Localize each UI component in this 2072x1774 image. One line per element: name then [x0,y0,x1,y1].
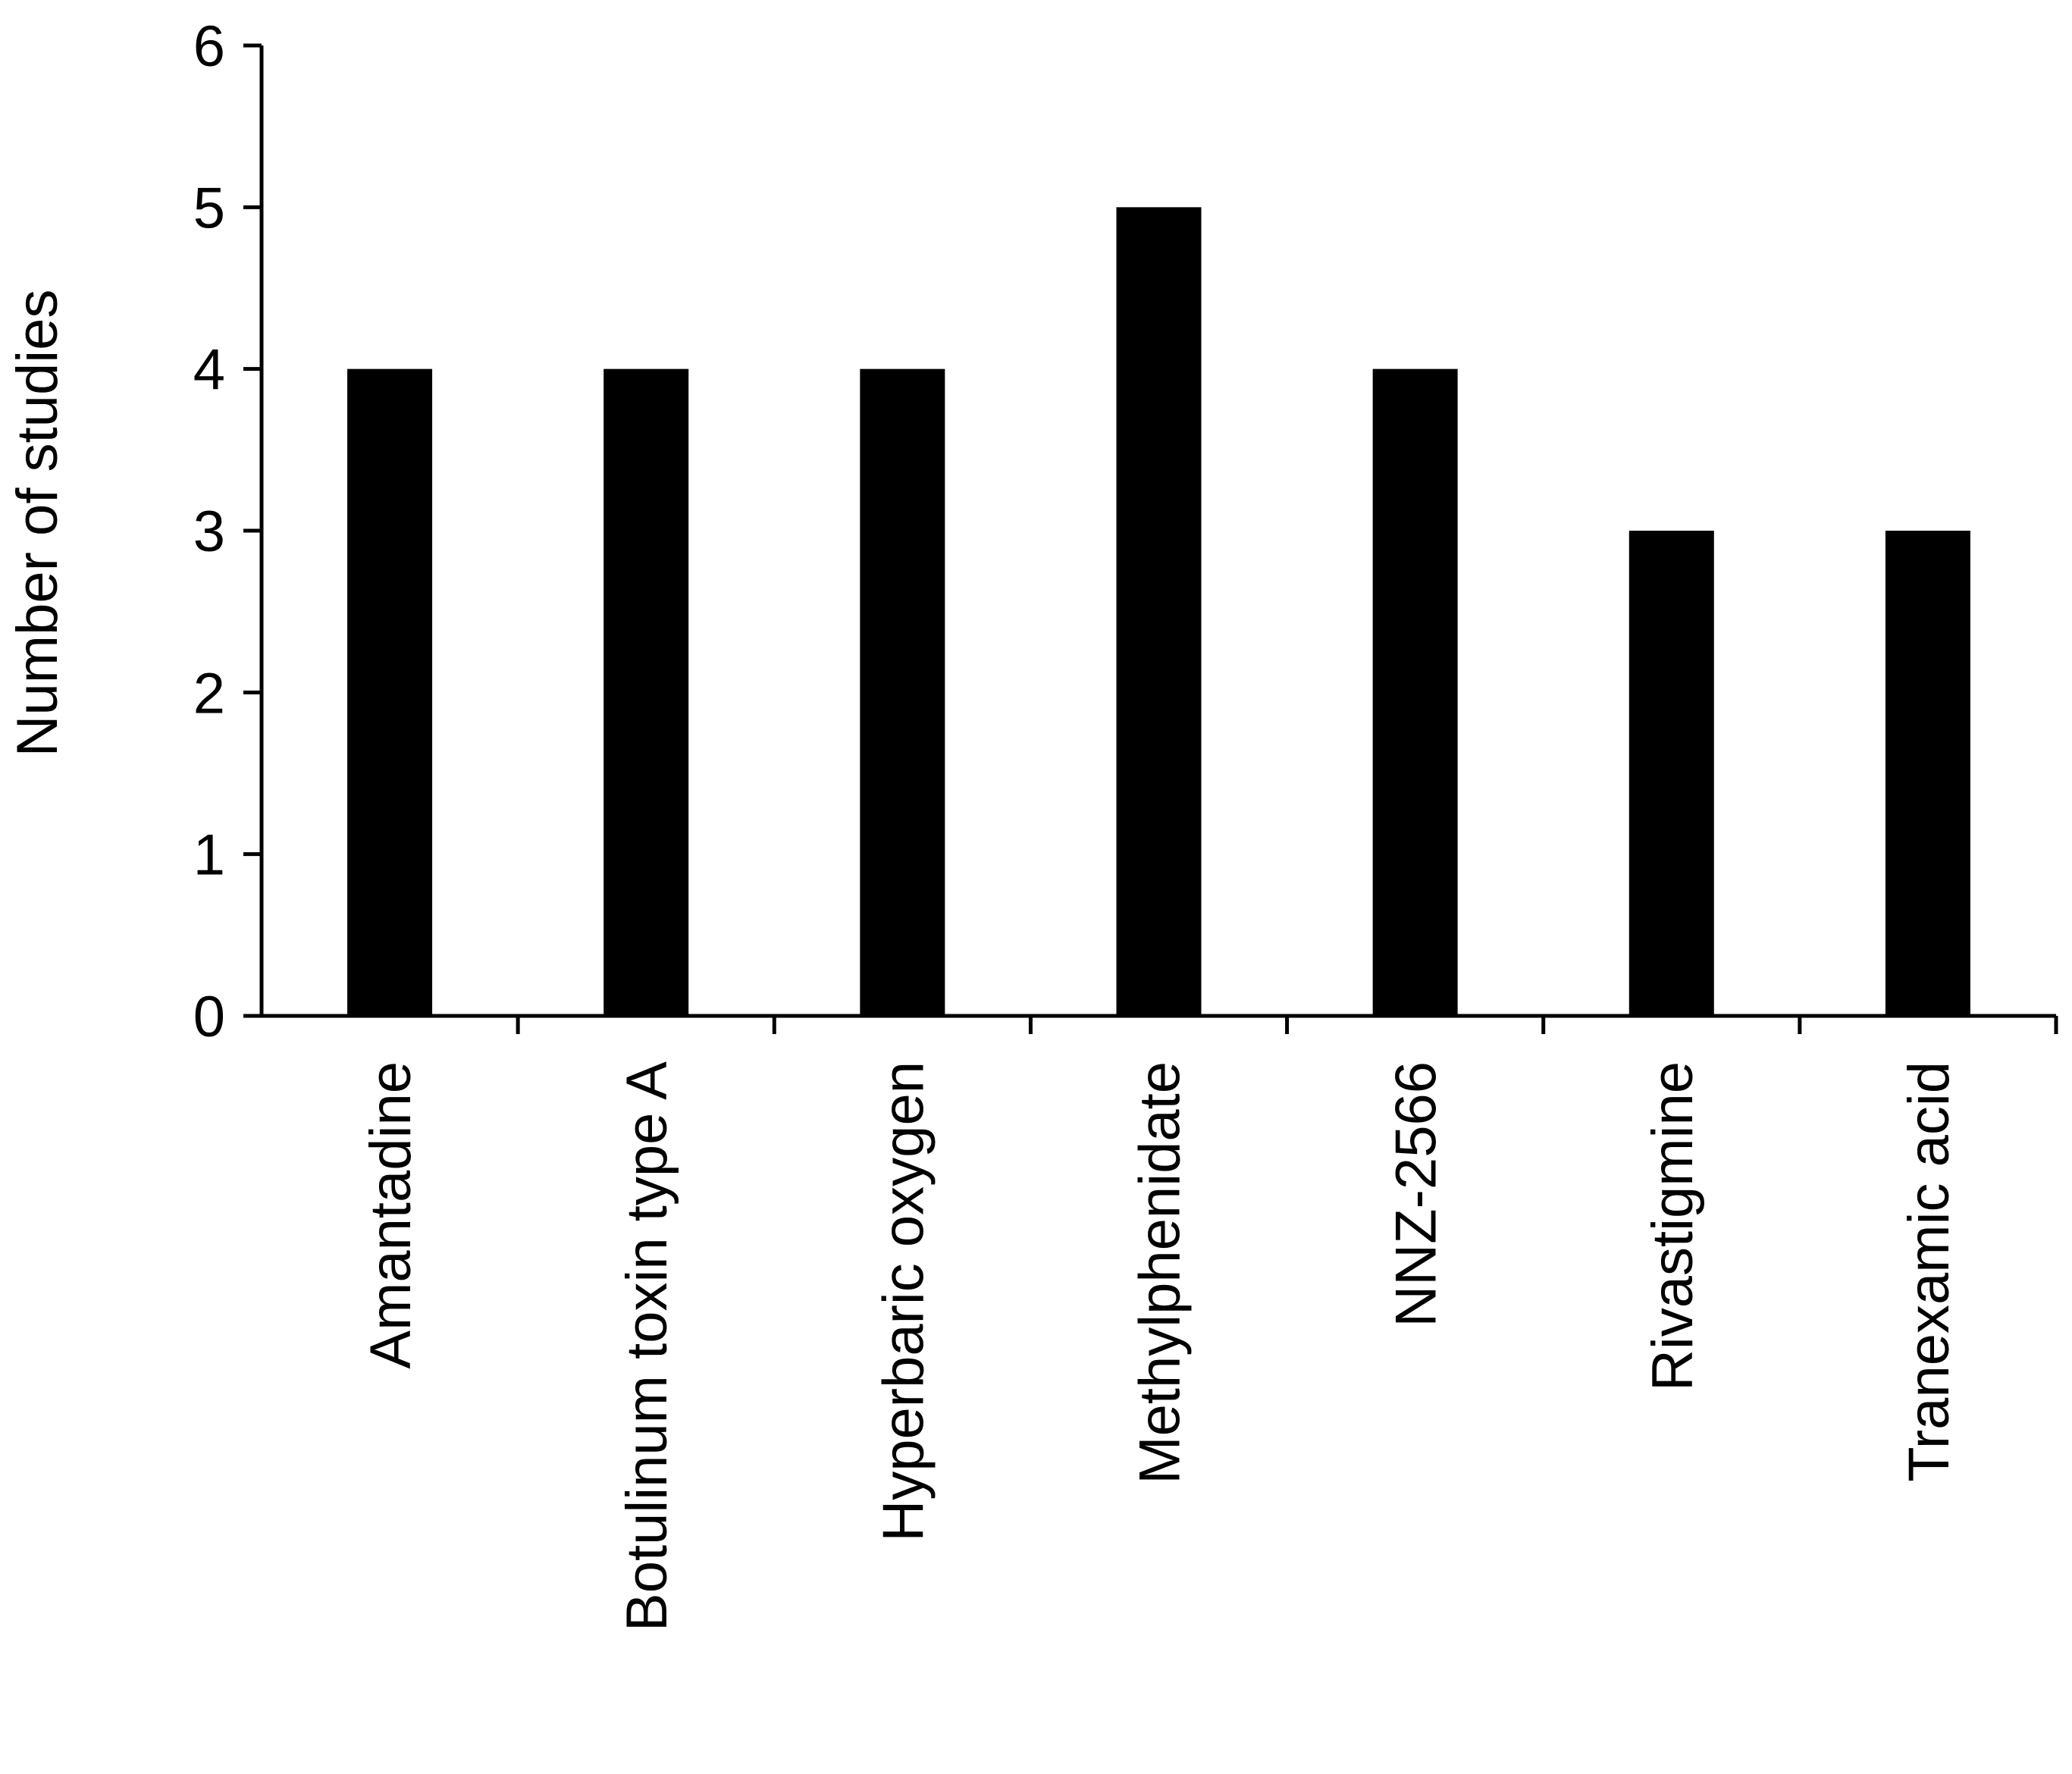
x-tick-label: Methylphenidate [1128,1061,1193,1484]
bar-nnz-2566 [1372,368,1458,1017]
x-tick-label: Tranexamic acid [1897,1061,1961,1482]
x-axis-ticks: Amantadine Botulinum toxin type A Hyperbar… [359,1016,2058,1631]
x-tick-label: Amantadine [359,1061,423,1369]
y-tick-label: 0 [193,985,225,1049]
bar-botulinum-toxin-type-a [603,368,689,1017]
x-tick-label: Hyperbaric oxygen [871,1061,936,1542]
x-tick-label: Botulinum toxin type A [615,1061,679,1631]
bar-tranexamic-acid [1885,531,1970,1016]
bars [347,207,1970,1017]
x-tick-label: NNZ-2566 [1384,1061,1449,1327]
y-tick-label: 4 [193,338,225,403]
y-tick-label: 3 [193,500,225,564]
y-tick-label: 1 [193,823,225,888]
y-tick-label: 5 [193,176,225,240]
x-tick-label: Rivastigmine [1641,1061,1705,1391]
bar-methylphenidate [1116,207,1202,1016]
bar-rivastigmine [1628,531,1714,1016]
y-tick-label: 6 [193,14,225,79]
y-axis-ticks: 0 1 2 3 4 5 6 [193,14,262,1049]
y-axis-title: Number of studies [5,290,70,757]
bar-hyperbaric-oxygen [860,368,945,1017]
y-tick-label: 2 [193,661,225,726]
bar-amantadine [347,368,433,1017]
